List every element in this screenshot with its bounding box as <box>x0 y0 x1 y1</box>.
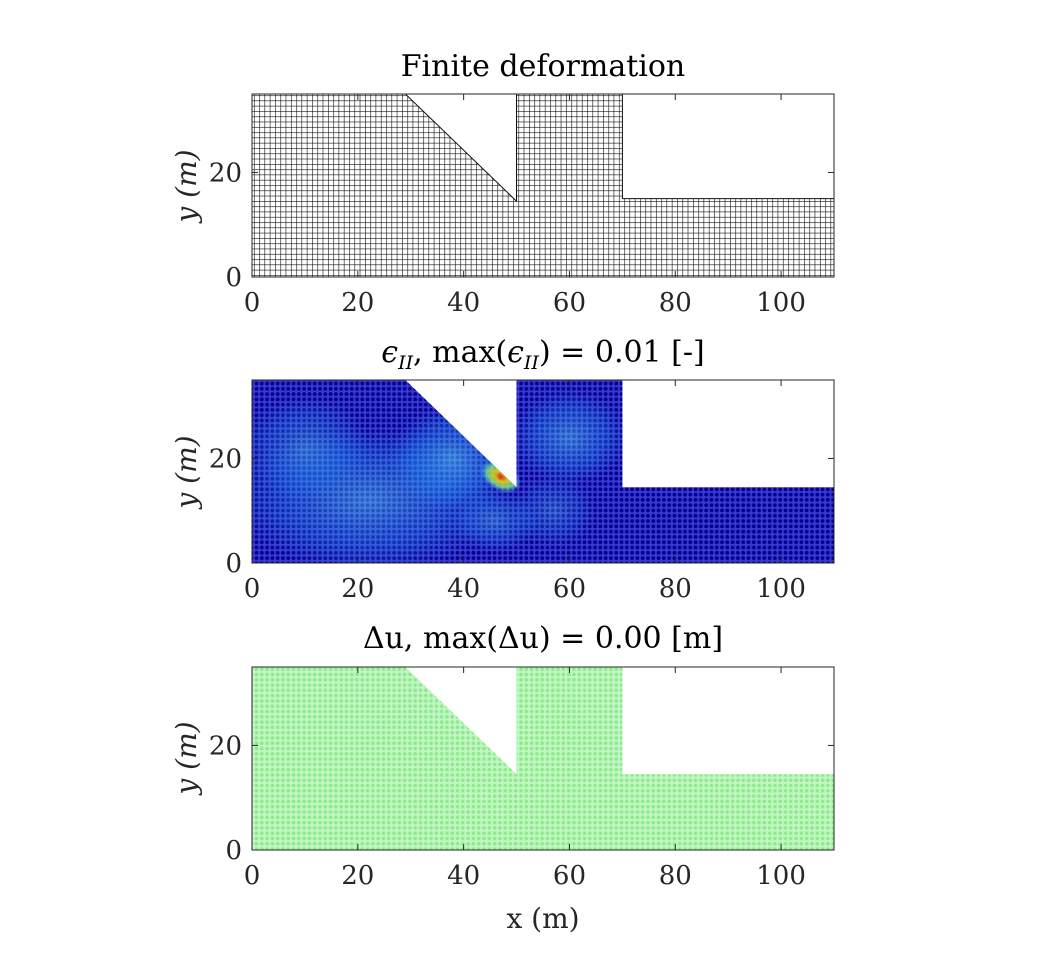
x-tick-label: 20 <box>341 574 374 604</box>
x-tick-label: 40 <box>447 861 480 891</box>
y-tick-label: 20 <box>209 731 242 761</box>
y-tick-label: 0 <box>225 263 242 293</box>
x-tick-label: 20 <box>341 288 374 318</box>
axes-box <box>251 93 835 278</box>
x-tick-label: 80 <box>659 574 692 604</box>
mesh-region <box>252 667 834 850</box>
x-tick-label: 60 <box>553 861 586 891</box>
panel-1-title: Finite deformation <box>401 49 686 84</box>
panel-strain: ϵII, max(ϵII) = 0.01 [-] 0 20 40 60 80 100020… <box>170 335 835 604</box>
x-tick-label: 40 <box>447 574 480 604</box>
panel-2-title-subscript-2: II <box>523 352 540 374</box>
y-tick-label: 0 <box>225 549 242 579</box>
panel-2-title: ϵII, max(ϵII) = 0.01 [-] <box>381 335 704 374</box>
panel-3-title: Δu, max(Δu) = 0.00 [m] <box>363 621 723 656</box>
y-tick-label: 0 <box>225 836 242 866</box>
panel-2-plot-area <box>252 380 834 563</box>
panel-2-ylabel: y (m) <box>170 435 203 510</box>
panel-3-plot-area <box>252 667 834 850</box>
panel-2-title-symbol-2: ϵ <box>507 335 524 370</box>
x-tick-label: 100 <box>756 574 806 604</box>
panel-1-axes: 0 20 40 60 80 100 0 20 <box>209 93 835 318</box>
panel-displacement: Δu, max(Δu) = 0.00 [m] 0 20 40 60 80 100 0 20 y… <box>170 621 835 935</box>
strain-field <box>252 380 834 563</box>
x-tick-label: 80 <box>659 861 692 891</box>
x-tick-label: 60 <box>553 574 586 604</box>
y-tick-label: 20 <box>209 158 242 188</box>
panel-1-plot-area <box>251 93 835 278</box>
x-tick-label: 100 <box>756 861 806 891</box>
x-tick-label: 100 <box>756 288 806 318</box>
panel-2-axes: 0 20 40 60 80 100 0 20 <box>209 379 835 604</box>
panel-3-axes: 0 20 40 60 80 100 0 20 <box>209 666 835 891</box>
x-tick-label: 40 <box>447 288 480 318</box>
panel-3-xlabel: x (m) <box>506 902 579 935</box>
mesh-region <box>251 93 835 278</box>
x-tick-label: 60 <box>553 288 586 318</box>
panel-2-title-symbol: ϵ <box>381 335 398 370</box>
axes-box <box>251 666 835 851</box>
panel-1-ylabel: y (m) <box>170 149 203 224</box>
x-tick-label: 0 <box>244 861 261 891</box>
panel-finite-deformation: Finite deformation 0 20 40 60 80 100 0 20 y (m) <box>170 49 835 318</box>
node-overlay <box>252 380 834 563</box>
panel-3-ylabel: y (m) <box>170 721 203 796</box>
x-tick-label: 80 <box>659 288 692 318</box>
x-tick-label: 20 <box>341 861 374 891</box>
x-tick-label: 0 <box>244 574 261 604</box>
y-tick-label: 20 <box>209 444 242 474</box>
x-tick-label: 0 <box>244 288 261 318</box>
panel-2-title-end: ) = 0.01 [-] <box>539 335 705 370</box>
axes-box <box>251 379 835 564</box>
panel-2-title-middle: , max( <box>413 335 507 370</box>
panel-2-title-subscript: II <box>397 352 414 374</box>
